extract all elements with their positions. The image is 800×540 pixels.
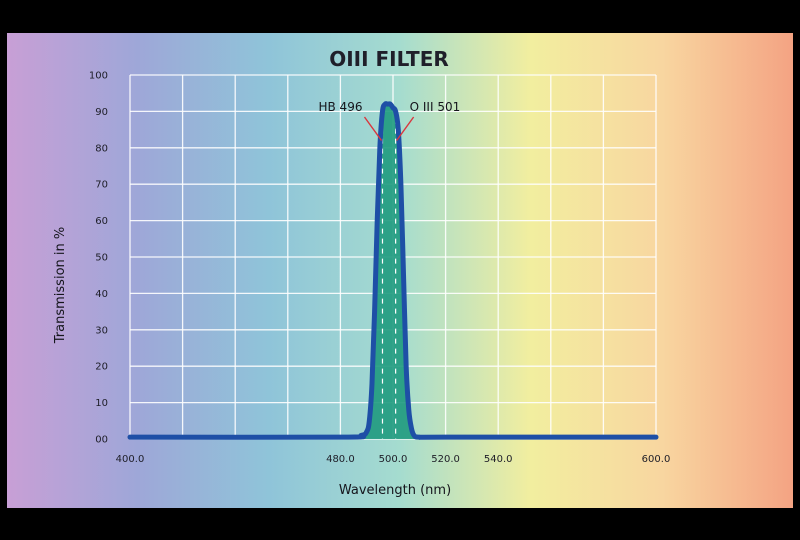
y-axis-label: Transmission in % <box>53 227 68 344</box>
y-tick-label: 40 <box>95 289 108 300</box>
y-tick-label: 20 <box>95 362 108 373</box>
series-line <box>127 101 659 440</box>
annotation-layer: HB 496 O III 501 <box>318 100 460 141</box>
x-tick-labels: 400.0 480.0 500.0 520.0 540.0 600.0 <box>116 454 671 465</box>
x-tick-label: 400.0 <box>116 454 145 465</box>
x-tick-label: 520.0 <box>431 454 460 465</box>
y-tick-label: 50 <box>95 253 108 264</box>
chart-title: OIII FILTER <box>329 47 449 71</box>
y-tick-label: 60 <box>95 216 108 227</box>
x-tick-label: 540.0 <box>484 454 513 465</box>
y-tick-label: 10 <box>95 398 108 409</box>
y-tick-label: 90 <box>95 107 108 118</box>
x-tick-label: 600.0 <box>642 454 671 465</box>
y-tick-label: 70 <box>95 180 108 191</box>
annotation-leader-line <box>396 116 415 141</box>
annotation-label: O III 501 <box>410 100 461 114</box>
series-layer <box>127 101 659 440</box>
annotation-label: HB 496 <box>318 100 362 114</box>
chart: HB 496 O III 501 00102030405060708090100 … <box>7 33 793 508</box>
x-axis-label: Wavelength (nm) <box>339 483 451 498</box>
y-tick-label: 00 <box>95 435 108 446</box>
y-tick-label: 30 <box>95 325 108 336</box>
series-area <box>130 103 656 439</box>
y-tick-label: 80 <box>95 143 108 154</box>
y-tick-labels: 00 10 20 30 40 50 60 70 80 90 100 <box>89 71 108 446</box>
x-tick-label: 500.0 <box>379 454 408 465</box>
annotation-leader-line <box>363 116 383 141</box>
y-tick-label: 100 <box>89 71 108 82</box>
x-tick-label: 480.0 <box>326 454 355 465</box>
